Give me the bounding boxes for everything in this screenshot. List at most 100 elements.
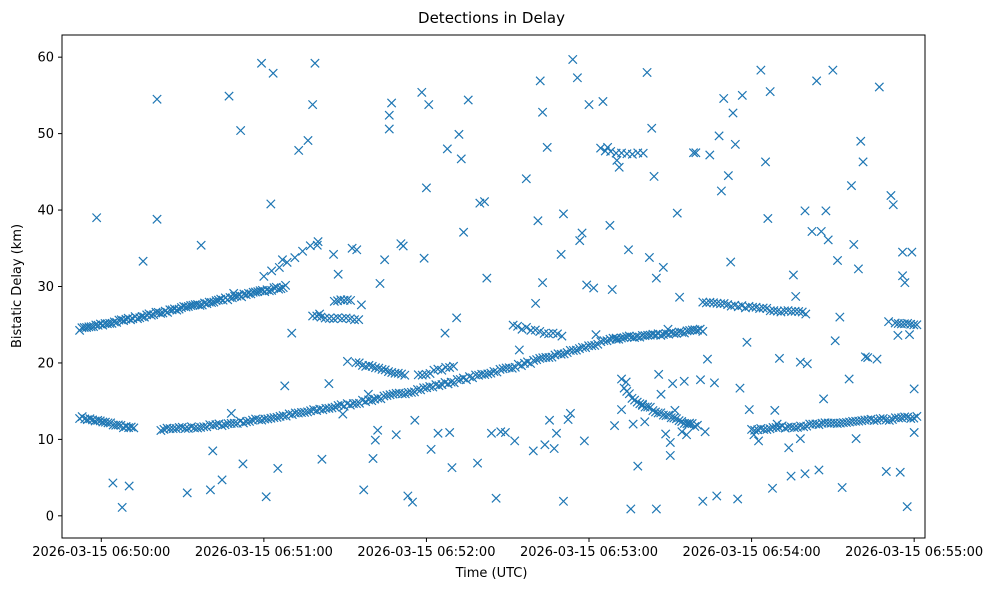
detection-point bbox=[238, 459, 248, 469]
detection-point bbox=[830, 336, 840, 346]
track-point-low-track-rise bbox=[220, 420, 230, 430]
track-point-descending-track bbox=[635, 399, 645, 409]
detection-point bbox=[537, 278, 548, 288]
y-axis: 0 10 20 30 40 50 60 bbox=[37, 51, 62, 524]
track-point-low-track-rise bbox=[373, 393, 383, 403]
track-point-track-26km-1 bbox=[337, 313, 347, 324]
detection-point bbox=[582, 280, 592, 290]
detection-point bbox=[844, 374, 854, 384]
detection-point bbox=[907, 247, 917, 257]
track-point-track-24km-mid bbox=[557, 331, 567, 341]
detection-point bbox=[818, 394, 829, 404]
detection-point bbox=[456, 154, 466, 164]
y-tick-label: 0 bbox=[46, 509, 54, 524]
detection-point bbox=[410, 415, 420, 425]
track-point-low-track-flat bbox=[677, 327, 687, 337]
detection-point bbox=[656, 389, 666, 399]
track-point-descending-track bbox=[624, 389, 635, 399]
x-tick-label: 2026-03-15 06:55:00 bbox=[845, 545, 983, 560]
detection-point bbox=[280, 381, 290, 391]
detection-point bbox=[714, 131, 724, 141]
detection-point bbox=[851, 433, 861, 444]
track-point-track-26km-1 bbox=[354, 314, 364, 325]
track-point-track-20km-dip bbox=[367, 361, 377, 371]
detection-point bbox=[563, 414, 573, 425]
detection-point bbox=[684, 419, 694, 429]
track-point-low-track-rise bbox=[528, 355, 539, 365]
track-point-track-20km-dip bbox=[377, 364, 387, 374]
detection-point bbox=[765, 86, 775, 97]
detection-point bbox=[742, 337, 752, 347]
x-tick-label: 2026-03-15 06:52:00 bbox=[357, 545, 495, 560]
detection-point bbox=[670, 405, 680, 415]
detection-point bbox=[628, 419, 638, 429]
detection-point bbox=[814, 465, 824, 475]
track-point-low-track-rise bbox=[556, 349, 566, 359]
detection-point bbox=[419, 253, 429, 263]
track-point-descending-track bbox=[653, 408, 663, 418]
track-point-track-47km bbox=[627, 149, 637, 159]
detection-point bbox=[753, 436, 764, 446]
track-point-low-track-rise bbox=[367, 395, 377, 406]
detection-point bbox=[256, 58, 267, 68]
track-point-low-track-rise bbox=[180, 423, 190, 434]
detection-point bbox=[786, 471, 796, 481]
detection-point bbox=[791, 291, 801, 302]
detection-point bbox=[612, 155, 622, 165]
detection-point bbox=[642, 67, 652, 78]
track-point-upper-early-track bbox=[290, 252, 300, 263]
detection-point bbox=[433, 428, 443, 438]
detection-point bbox=[698, 496, 708, 506]
track-point-upper-early-track bbox=[313, 236, 323, 247]
detection-point bbox=[904, 330, 915, 340]
detection-point bbox=[528, 446, 538, 456]
detection-point bbox=[359, 485, 369, 495]
detection-point bbox=[542, 142, 552, 152]
detection-point bbox=[584, 99, 594, 110]
detection-point bbox=[716, 186, 727, 196]
detection-point bbox=[310, 58, 320, 68]
detection-point bbox=[756, 65, 766, 75]
detection-point bbox=[261, 492, 271, 502]
detection-point bbox=[442, 144, 452, 154]
track-point-low-track-rise bbox=[244, 416, 255, 427]
marker-layer bbox=[74, 54, 922, 514]
detection-point bbox=[709, 378, 720, 388]
detection-point bbox=[572, 73, 583, 83]
detection-point bbox=[663, 324, 673, 334]
track-point-descending-track bbox=[637, 400, 648, 410]
track-point-low-track-rise bbox=[452, 374, 462, 385]
track-point-track-26km-1 bbox=[349, 315, 360, 325]
detection-point bbox=[640, 417, 650, 427]
detection-point bbox=[665, 450, 675, 461]
detection-point bbox=[370, 435, 380, 445]
detection-point bbox=[784, 443, 794, 453]
detection-point bbox=[651, 273, 661, 283]
track-point-low-track-flat bbox=[692, 325, 703, 335]
detection-point bbox=[674, 292, 685, 302]
detection-point bbox=[537, 107, 548, 117]
track-point-track-18km bbox=[448, 361, 459, 371]
detection-point bbox=[568, 54, 578, 65]
track-point-low-track-end bbox=[884, 415, 894, 426]
y-tick-label: 30 bbox=[37, 280, 54, 295]
track-point-track-20km-dip bbox=[400, 370, 410, 380]
track-point-track-20km-dip bbox=[351, 358, 361, 368]
track-point-low-track-rise bbox=[590, 340, 600, 351]
detection-point bbox=[363, 389, 374, 399]
detection-point bbox=[900, 278, 910, 288]
detection-point bbox=[398, 241, 408, 251]
track-point-track-26km-1 bbox=[324, 313, 335, 324]
detection-point bbox=[229, 288, 239, 299]
track-point-early-rising-track bbox=[195, 300, 205, 310]
detection-point bbox=[623, 245, 634, 255]
track-point-upper-early-track bbox=[305, 241, 315, 251]
track-point-track-28km bbox=[336, 295, 346, 305]
track-point-low-track-rise bbox=[351, 399, 362, 409]
detection-point bbox=[893, 330, 903, 341]
detection-point bbox=[575, 236, 585, 246]
track-point-descending-track bbox=[661, 410, 671, 421]
track-point-low-track-rise bbox=[446, 377, 456, 387]
track-point-low-track-end bbox=[798, 422, 809, 432]
